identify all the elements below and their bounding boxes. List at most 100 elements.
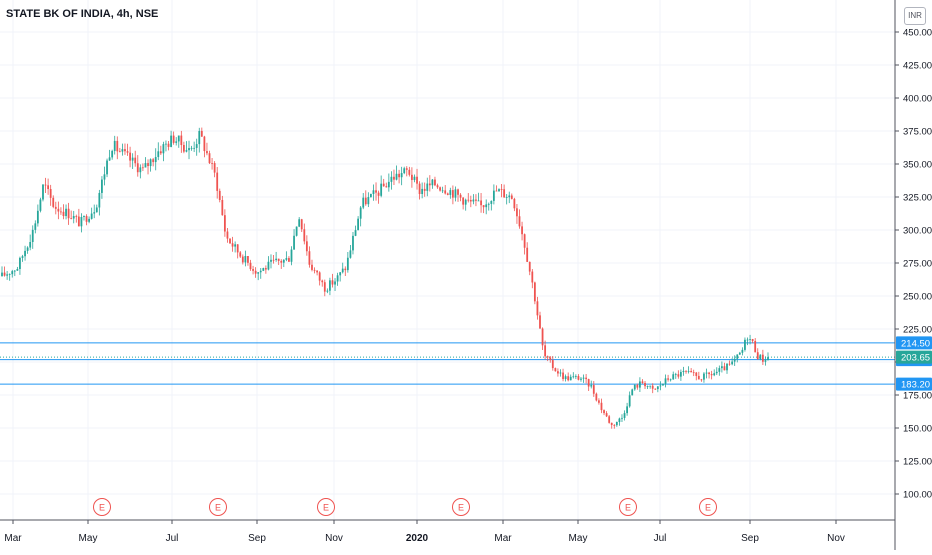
candle-body <box>3 272 6 276</box>
candle-body <box>697 375 700 380</box>
candle-body <box>80 216 83 227</box>
candle-body <box>516 208 518 217</box>
candle-body <box>144 163 147 168</box>
candle-body <box>303 229 306 242</box>
candle-body <box>554 368 557 372</box>
candle-body <box>67 208 70 219</box>
candle-body <box>682 370 685 373</box>
candle-body <box>741 349 744 353</box>
candle-body <box>764 360 767 362</box>
candle-body <box>211 163 213 164</box>
earnings-marker-label: E <box>99 503 105 513</box>
candle-body <box>229 238 231 244</box>
candle-body <box>569 376 572 381</box>
candle-body <box>216 172 219 191</box>
candle-body <box>364 197 367 205</box>
last-price-tag-label: 203.65 <box>901 353 930 364</box>
candle-body <box>500 189 503 190</box>
earnings-marker-circle <box>93 498 111 516</box>
candle-body <box>385 186 388 188</box>
candle-body <box>11 271 14 275</box>
candle-body <box>505 197 508 199</box>
candle-body <box>444 190 447 194</box>
candle-body <box>692 372 695 374</box>
candle-body <box>280 260 283 263</box>
candle-body <box>142 167 144 169</box>
candle-body <box>633 384 636 390</box>
candle-body <box>403 168 406 174</box>
candle-body <box>131 157 134 161</box>
candle-body <box>313 269 316 271</box>
candle-body <box>720 366 723 369</box>
candle-body <box>236 244 239 253</box>
candle-body <box>362 197 365 208</box>
candle-body <box>416 176 418 184</box>
candle-body <box>628 395 631 407</box>
candle-body <box>582 377 585 379</box>
candle-body <box>600 402 603 411</box>
y-tick-label: 100.00 <box>903 490 932 501</box>
candle-body <box>521 226 523 235</box>
candle-body <box>503 189 506 198</box>
earnings-marker-label: E <box>215 503 221 513</box>
candle-body <box>649 385 652 387</box>
candle-body <box>498 189 500 192</box>
x-tick-label: Nov <box>325 533 343 544</box>
level-tag-bg <box>896 336 932 350</box>
candle-body <box>469 199 472 202</box>
candle-body <box>323 282 326 292</box>
candle-body <box>636 384 639 388</box>
candle-body <box>136 163 139 173</box>
y-tick-label: 175.00 <box>903 391 932 402</box>
earnings-marker-circle <box>699 498 717 516</box>
candle-body <box>477 200 480 202</box>
candle-body <box>52 197 55 207</box>
candle-body <box>85 216 88 222</box>
candle-body <box>331 280 334 285</box>
candle-body <box>21 256 24 258</box>
candle-body <box>19 257 21 269</box>
candle-body <box>1 272 3 277</box>
candle-body <box>354 230 357 236</box>
candle-body <box>472 199 475 202</box>
candle-body <box>572 376 575 378</box>
last-price-tag-bg <box>896 350 932 364</box>
candle-body <box>124 149 126 152</box>
candle-body <box>223 215 226 232</box>
candle-body <box>282 259 285 263</box>
candle-body <box>390 176 393 182</box>
candle-body <box>42 184 44 200</box>
candle-body <box>749 339 751 340</box>
candle-body <box>518 216 521 227</box>
candle-body <box>218 190 221 200</box>
y-tick-label: 375.00 <box>903 127 932 138</box>
y-tick-label: 400.00 <box>903 94 932 105</box>
candle-body <box>98 192 101 208</box>
candle-body <box>193 147 196 149</box>
candle-body <box>421 188 424 195</box>
candle-body <box>221 199 224 216</box>
candle-body <box>618 418 621 423</box>
candle-body <box>610 422 613 425</box>
y-tick-label: 425.00 <box>903 61 932 72</box>
candle-body <box>677 374 680 377</box>
candle-body <box>308 251 311 265</box>
candle-body <box>359 207 362 219</box>
candle-body <box>449 190 452 195</box>
candle-body <box>54 206 57 209</box>
candle-body <box>580 378 582 380</box>
x-tick-label: Nov <box>827 533 845 544</box>
candle-body <box>413 176 416 180</box>
candle-body <box>410 174 413 180</box>
currency-button[interactable]: INR <box>904 7 926 25</box>
candle-body <box>29 242 32 248</box>
candle-body <box>605 413 608 417</box>
candle-body <box>646 386 649 387</box>
candle-body <box>203 136 206 152</box>
candle-body <box>329 280 331 291</box>
candle-body <box>623 413 626 418</box>
candle-body <box>346 257 349 271</box>
candle-body <box>656 386 659 390</box>
candle-body <box>731 361 734 365</box>
candle-body <box>367 197 370 205</box>
